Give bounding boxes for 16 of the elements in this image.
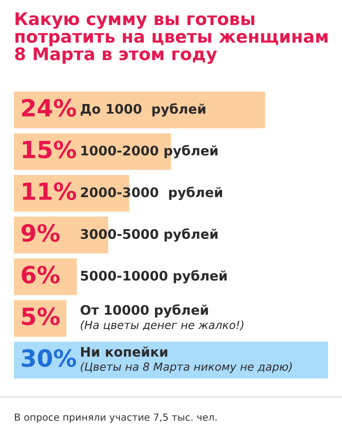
y-tick-label: 1000-2000 рублей xyxy=(81,144,218,158)
data-label: 30% xyxy=(22,349,76,367)
y-tick-label: 3000-5000 рублей xyxy=(80,228,218,242)
y-tick-label: 5000-10000 рублей xyxy=(80,270,227,284)
data-label: 6% xyxy=(22,266,60,284)
data-label: 9% xyxy=(22,224,60,242)
data-label: 5% xyxy=(22,307,60,326)
y-tick-label: До 1000 рублей xyxy=(80,103,206,117)
y-tick-label: 2000-3000 рублей xyxy=(80,186,222,200)
data-label: 24% xyxy=(22,98,76,117)
data-label: 15% xyxy=(22,140,76,158)
chart-title: Какую сумму вы готовы потратить на цветы женщинам 8 Марта в этом году xyxy=(15,12,328,64)
y-tick-label: Ни копейки (Цветы на 8 Марта никому не дарю) xyxy=(80,346,292,373)
y-tick-label: От 10000 рублей (На цветы денег не жалко!) xyxy=(80,304,244,330)
text: В опросе приняли участие 7,5 тыс. чел. xyxy=(14,414,217,423)
data-label: 11% xyxy=(22,182,76,200)
